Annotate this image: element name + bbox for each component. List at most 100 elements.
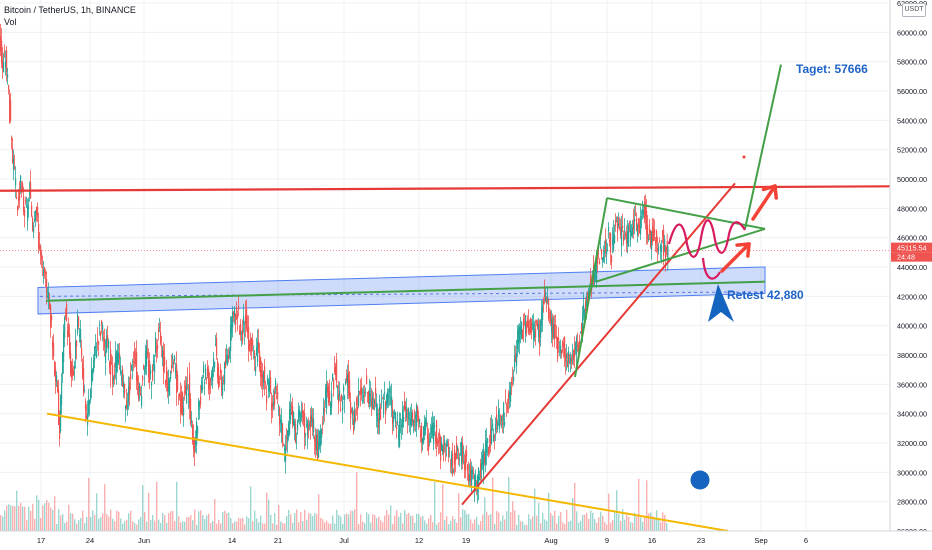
candle-body xyxy=(163,350,165,372)
candle-body xyxy=(325,388,327,402)
volume-bar xyxy=(194,509,196,531)
candle-body xyxy=(434,424,436,428)
candle-body xyxy=(395,412,397,423)
candle-body xyxy=(127,405,129,408)
volume-bar xyxy=(436,524,438,531)
volume-bar xyxy=(526,524,528,531)
candle-body xyxy=(539,329,541,345)
currency-badge[interactable]: USDT xyxy=(902,3,926,17)
candle-body xyxy=(630,224,632,240)
candle-body xyxy=(655,240,657,244)
candle-body xyxy=(575,342,577,350)
countdown-label: 24:48 xyxy=(897,253,915,262)
volume-bar xyxy=(108,516,110,531)
volume-bar xyxy=(86,517,88,531)
candle-body xyxy=(241,332,243,335)
volume-bar xyxy=(4,510,6,531)
volume-bar xyxy=(294,512,296,531)
volume-bar xyxy=(568,521,570,531)
candle-body xyxy=(244,334,246,336)
volume-bar xyxy=(494,523,496,531)
volume-bar xyxy=(196,524,198,531)
volume-bar xyxy=(240,518,242,531)
time-tick-label: 24 xyxy=(86,536,94,545)
price-tick-label: 40000.00 xyxy=(897,322,927,331)
volume-bar xyxy=(562,522,564,531)
last-price-label: 45115.54 xyxy=(897,244,926,253)
volume-bar xyxy=(444,519,446,531)
volume-bar xyxy=(610,522,612,531)
candle-body xyxy=(422,438,424,444)
candle-body xyxy=(617,217,619,232)
candle-body xyxy=(493,435,495,442)
retest-path xyxy=(701,257,721,280)
volume-bar xyxy=(604,522,606,531)
volume-bar xyxy=(454,519,456,531)
candle-body xyxy=(257,342,259,362)
candle-body xyxy=(259,350,261,368)
support-trend-line xyxy=(45,280,766,302)
candle-body xyxy=(470,466,472,482)
candle-body xyxy=(415,415,417,419)
candle-body xyxy=(349,379,351,399)
volume-bar xyxy=(48,502,50,531)
volume-bar xyxy=(38,499,40,531)
candle-body xyxy=(166,367,168,383)
candle-body xyxy=(192,424,194,442)
candle-body xyxy=(667,246,669,262)
volume-bar xyxy=(466,514,468,531)
volume-bar xyxy=(514,510,516,531)
volume-bar xyxy=(408,512,410,531)
candle-body xyxy=(289,409,291,435)
volume-indicator-label[interactable]: Vol xyxy=(4,17,17,27)
candle-body xyxy=(609,239,611,243)
time-tick-label: Jun xyxy=(138,536,150,545)
arrow-up-large-head xyxy=(761,184,778,200)
volume-bar xyxy=(184,521,186,531)
candle-body xyxy=(305,433,307,435)
volume-bar xyxy=(18,505,20,531)
candle-body xyxy=(375,387,377,396)
candle-body xyxy=(246,309,248,328)
candle-body xyxy=(181,392,183,414)
volume-bar xyxy=(522,521,524,531)
candle-body xyxy=(123,381,125,388)
candle-body xyxy=(666,241,668,248)
candle-body xyxy=(103,337,105,340)
candle-body xyxy=(408,408,410,420)
candle-body xyxy=(197,426,199,435)
candle-body xyxy=(287,430,289,442)
candle-body xyxy=(656,230,658,243)
price-tick-label: 58000.00 xyxy=(897,58,927,67)
candle-body xyxy=(517,330,519,349)
candle-body xyxy=(185,385,187,394)
volume-bar xyxy=(308,512,310,531)
time-tick-label: 14 xyxy=(228,536,236,545)
candle-body xyxy=(520,325,522,335)
volume-bar xyxy=(102,513,104,531)
candle-body xyxy=(435,435,437,443)
time-tick-label: 23 xyxy=(697,536,705,545)
candle-body xyxy=(52,341,54,349)
volume-bar xyxy=(548,492,550,531)
volume-bar xyxy=(486,511,488,531)
candle-body xyxy=(16,196,18,199)
volume-bar xyxy=(592,512,594,531)
candle-body xyxy=(189,373,191,408)
candle-body xyxy=(184,391,186,393)
volume-bar xyxy=(150,519,152,531)
volume-bar xyxy=(274,513,276,531)
candle-body xyxy=(460,444,462,447)
candle-body xyxy=(42,266,44,268)
volume-bar xyxy=(118,511,120,531)
volume-bar xyxy=(114,521,116,531)
candle-body xyxy=(88,400,90,414)
candle-body xyxy=(50,304,52,328)
candle-body xyxy=(618,223,620,226)
candle-body xyxy=(224,362,226,385)
volume-bar xyxy=(22,506,24,531)
candle-body xyxy=(84,389,86,392)
candle-body xyxy=(238,305,240,310)
